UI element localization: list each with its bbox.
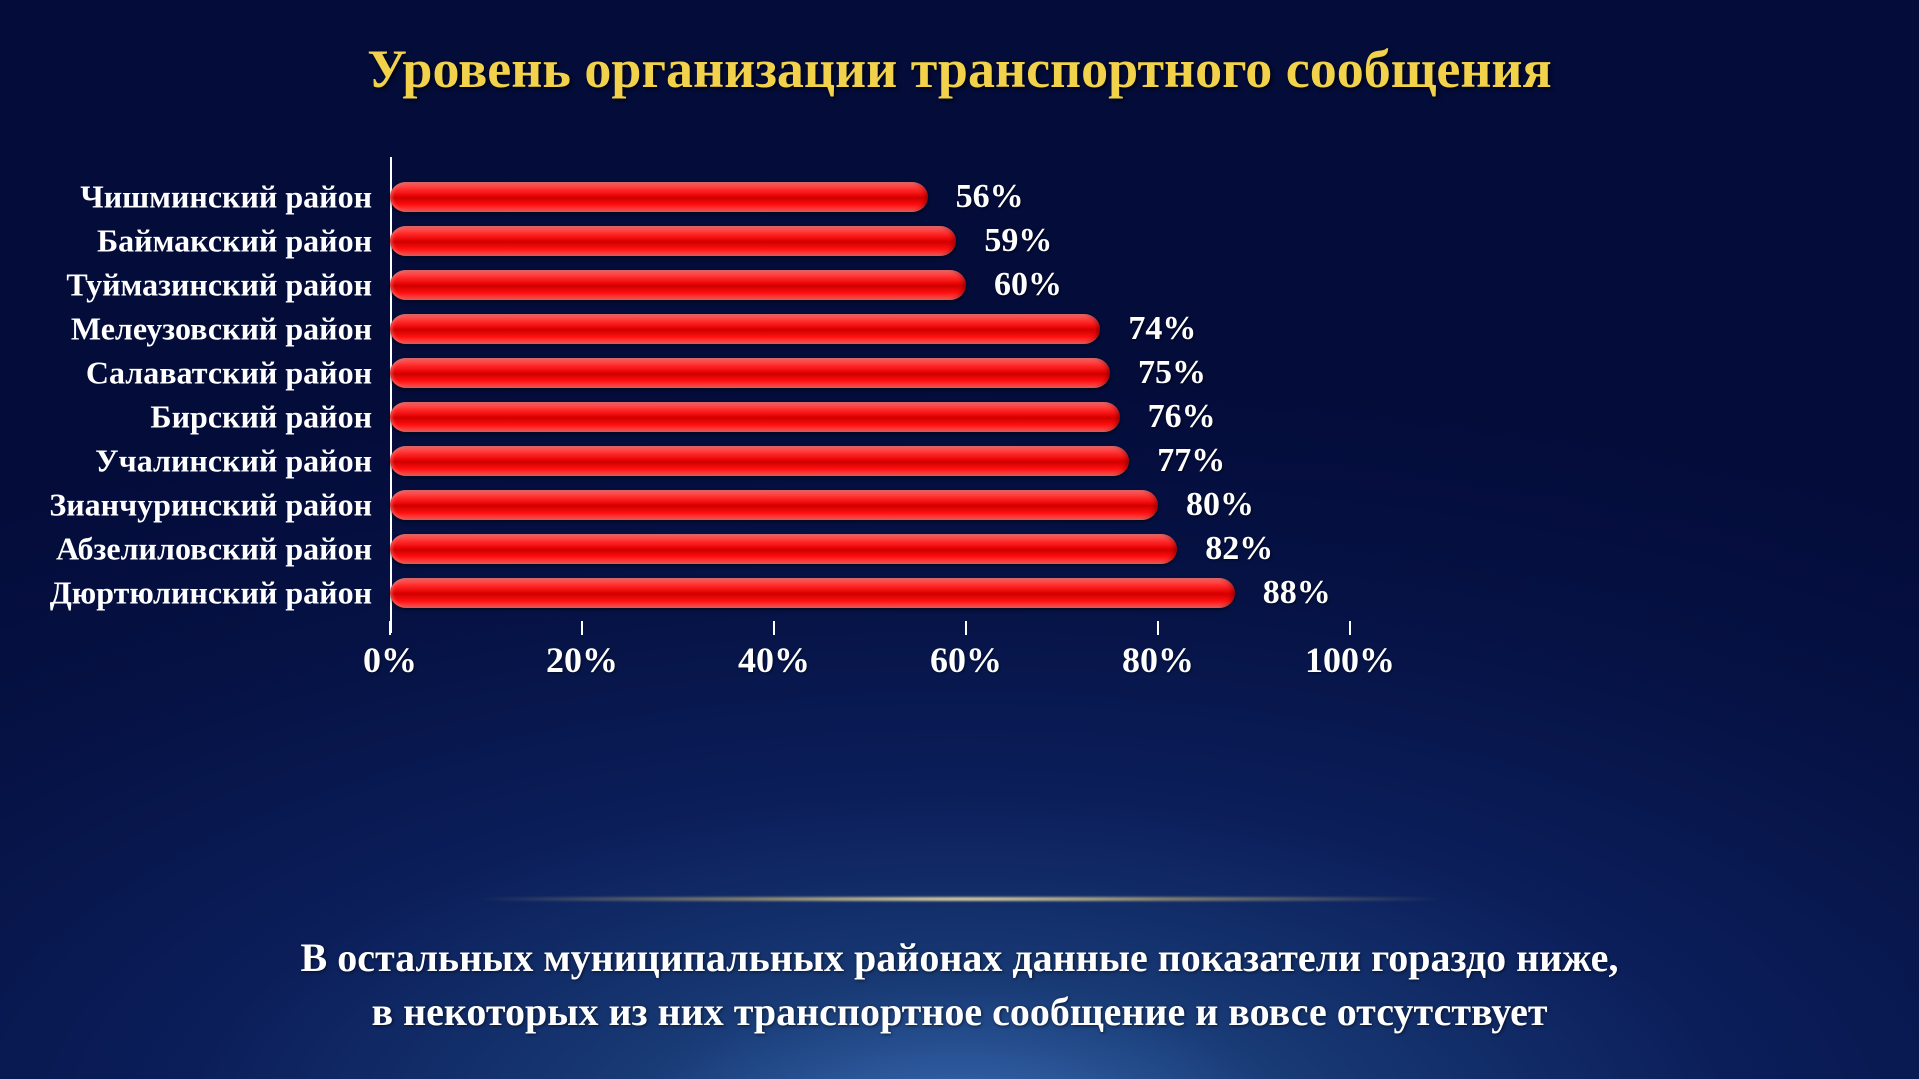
bar-value-label: 77% xyxy=(1157,442,1225,480)
bar-row: Абзелиловский район82% xyxy=(390,527,1350,571)
bar-category-label: Баймакский район xyxy=(97,223,372,260)
bar-value-label: 82% xyxy=(1205,530,1273,568)
bar-row: Мелеузовский район74% xyxy=(390,307,1350,351)
x-tick-label: 20% xyxy=(546,639,618,681)
x-tick-label: 80% xyxy=(1122,639,1194,681)
bar-value-label: 59% xyxy=(984,222,1052,260)
bar-category-label: Учалинский район xyxy=(95,443,372,480)
bar-row: Чишминский район56% xyxy=(390,175,1350,219)
x-tick-mark xyxy=(581,621,583,635)
bar xyxy=(390,578,1235,608)
bar-category-label: Мелеузовский район xyxy=(71,311,372,348)
bar-value-label: 56% xyxy=(956,178,1024,216)
bar xyxy=(390,182,928,212)
bar-category-label: Зианчуринский район xyxy=(49,487,372,524)
x-tick-mark xyxy=(773,621,775,635)
x-tick-mark xyxy=(389,621,391,635)
chart-area: Чишминский район56%Баймакский район59%Ту… xyxy=(100,165,1820,845)
bar-value-label: 74% xyxy=(1128,310,1196,348)
bar-value-label: 88% xyxy=(1263,574,1331,612)
bar-row: Зианчуринский район80% xyxy=(390,483,1350,527)
x-tick-label: 60% xyxy=(930,639,1002,681)
slide: Уровень организации транспортного сообще… xyxy=(0,0,1919,1079)
decorative-glow xyxy=(260,897,1660,901)
chart-title: Уровень организации транспортного сообще… xyxy=(0,38,1919,100)
bar-category-label: Бирский район xyxy=(150,399,372,436)
bar-value-label: 75% xyxy=(1138,354,1206,392)
bar xyxy=(390,534,1177,564)
bar-category-label: Туймазинский район xyxy=(66,267,372,304)
bar-row: Бирский район76% xyxy=(390,395,1350,439)
bar-value-label: 80% xyxy=(1186,486,1254,524)
footer-line-2: в некоторых из них транспортное сообщени… xyxy=(372,989,1548,1034)
bar-value-label: 76% xyxy=(1148,398,1216,436)
footer-line-1: В остальных муниципальных районах данные… xyxy=(301,935,1619,980)
x-tick-label: 100% xyxy=(1305,639,1395,681)
bar xyxy=(390,490,1158,520)
x-tick-mark xyxy=(1157,621,1159,635)
bar xyxy=(390,402,1120,432)
bar-category-label: Дюртюлинский район xyxy=(50,575,372,612)
bar-value-label: 60% xyxy=(994,266,1062,304)
bar-category-label: Чишминский район xyxy=(80,179,372,216)
bar-category-label: Абзелиловский район xyxy=(56,531,372,568)
bar xyxy=(390,314,1100,344)
x-tick-mark xyxy=(1349,621,1351,635)
bar-row: Баймакский район59% xyxy=(390,219,1350,263)
bar-row: Салаватский район75% xyxy=(390,351,1350,395)
bar-row: Учалинский район77% xyxy=(390,439,1350,483)
footer-text: В остальных муниципальных районах данные… xyxy=(0,931,1919,1039)
bar-row: Туймазинский район60% xyxy=(390,263,1350,307)
bar-row: Дюртюлинский район88% xyxy=(390,571,1350,615)
x-tick-label: 40% xyxy=(738,639,810,681)
bar xyxy=(390,270,966,300)
bar xyxy=(390,358,1110,388)
bar xyxy=(390,226,956,256)
x-tick-mark xyxy=(965,621,967,635)
bar-category-label: Салаватский район xyxy=(86,355,372,392)
x-tick-label: 0% xyxy=(363,639,417,681)
bar xyxy=(390,446,1129,476)
